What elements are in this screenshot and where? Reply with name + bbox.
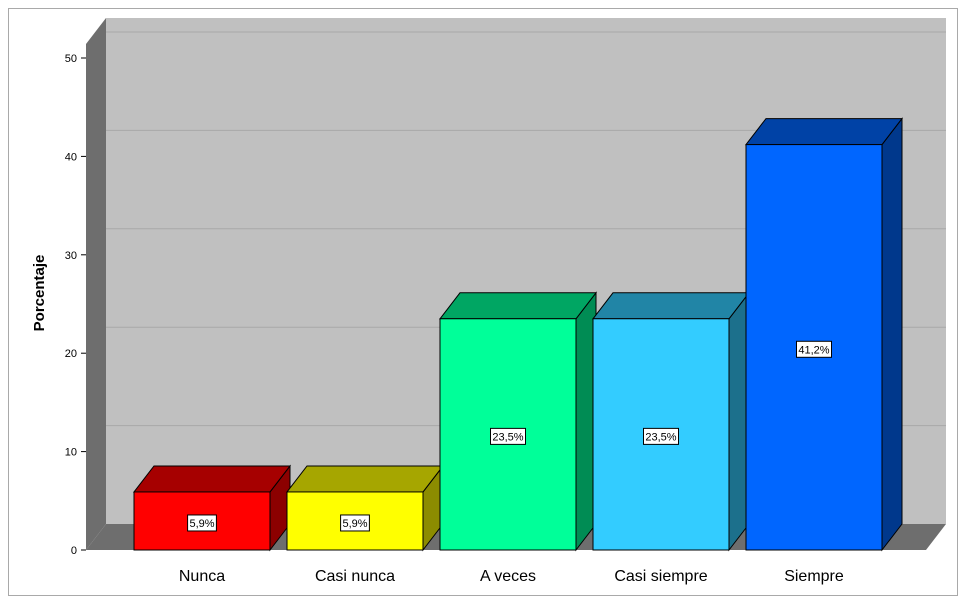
data-label: 41,2% — [798, 344, 829, 356]
x-tick-label: Casi siempre — [614, 568, 707, 585]
bar-2 — [285, 464, 445, 552]
x-tick-label: A veces — [480, 568, 536, 585]
data-label-box — [187, 514, 217, 532]
bar-top — [438, 292, 598, 320]
data-label-box — [796, 340, 832, 358]
x-tick-label: Casi nunca — [315, 568, 395, 585]
bar-top — [132, 465, 292, 493]
data-label-box — [643, 427, 679, 445]
y-tick-label: 20 — [65, 348, 77, 360]
data-label: 5,9% — [342, 518, 367, 530]
y-tick-label: 50 — [65, 53, 77, 65]
data-label: 23,5% — [492, 431, 523, 443]
x-tick-label: Siempre — [784, 568, 844, 585]
bar-5 — [744, 117, 904, 552]
y-tick-label: 40 — [65, 151, 77, 163]
data-label: 23,5% — [645, 431, 676, 443]
labels: 0 10 20 30 40 50 5,9% Nunca 5,9% Casi nunca 23,5% A… — [65, 53, 844, 585]
y-tick-label: 30 — [65, 250, 77, 262]
bar-top — [744, 118, 904, 146]
data-label-box — [340, 514, 370, 532]
y-axis-label: Porcentaje — [31, 255, 48, 332]
y-tick-label: 0 — [71, 545, 77, 557]
side-wall — [86, 18, 106, 550]
bar-3 — [438, 291, 598, 552]
bars — [132, 117, 904, 552]
bar-top — [285, 465, 445, 493]
data-label: 5,9% — [189, 518, 214, 530]
bar-1 — [132, 464, 292, 552]
y-tick-label: 10 — [65, 447, 77, 459]
bar-top — [591, 292, 751, 320]
bar-4 — [591, 291, 751, 552]
data-label-box — [490, 427, 526, 445]
bar-side — [881, 117, 903, 552]
x-tick-label: Nunca — [179, 568, 225, 585]
